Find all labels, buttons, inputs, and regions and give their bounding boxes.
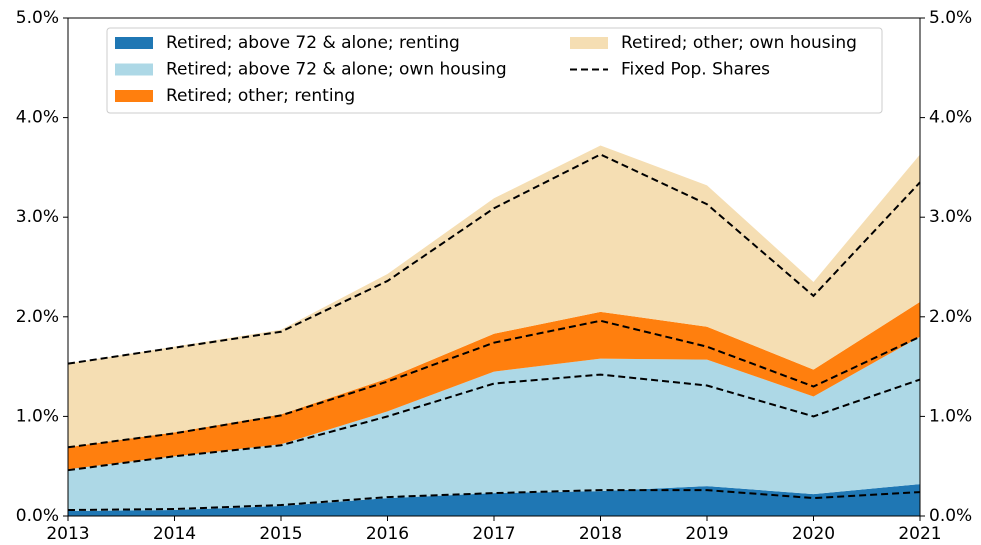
legend-swatch [115,63,153,76]
y-tick-label: 5.0% [16,8,59,28]
area [68,145,920,448]
legend-swatch [570,37,608,49]
x-tick-label: 2015 [259,524,302,544]
legend-box [106,27,883,114]
y2-tick-label: 5.0% [929,8,972,28]
legend-label: Fixed Pop. Shares [621,60,770,80]
y-tick-label: 1.0% [16,406,59,426]
fixed-share-line [67,373,921,472]
legend-label: Retired; other; own housing [621,33,857,53]
y-tick-label: 4.0% [16,108,59,128]
x-tick-label: 2013 [46,524,89,544]
x-tick-label: 2019 [685,524,728,544]
fixed-share-line [67,319,921,449]
y2-tick-label: 4.0% [929,108,972,128]
x-tick-label: 2018 [579,524,622,544]
x-tick-label: 2020 [792,524,835,544]
y2-tick-label: 3.0% [929,207,972,227]
x-tick-label: 2014 [153,524,196,544]
y-tick-label: 0.0% [16,506,59,526]
legend-label: Retired; above 72 & alone; own housing [166,60,507,80]
x-tick-label: 2021 [898,524,941,544]
fixed-share-line [67,489,921,512]
x-tick-label: 2017 [472,524,515,544]
y2-tick-label: 1.0% [929,406,972,426]
area [68,301,920,470]
legend: Retired; above 72 & alone; renting Retire… [106,27,883,114]
area [68,336,920,512]
area [68,484,920,516]
legend-label: Retired; above 72 & alone; renting [166,33,460,53]
y2-tick-label: 2.0% [929,307,972,327]
y-tick-label: 2.0% [16,307,59,327]
y-tick-label: 3.0% [16,207,59,227]
legend-swatch [115,37,153,49]
fixed-share-line [67,153,921,365]
legend-label: Retired; other; renting [166,86,355,106]
x-tick-label: 2016 [366,524,409,544]
legend-swatch [115,90,153,102]
y2-tick-label: 0.0% [929,506,972,526]
